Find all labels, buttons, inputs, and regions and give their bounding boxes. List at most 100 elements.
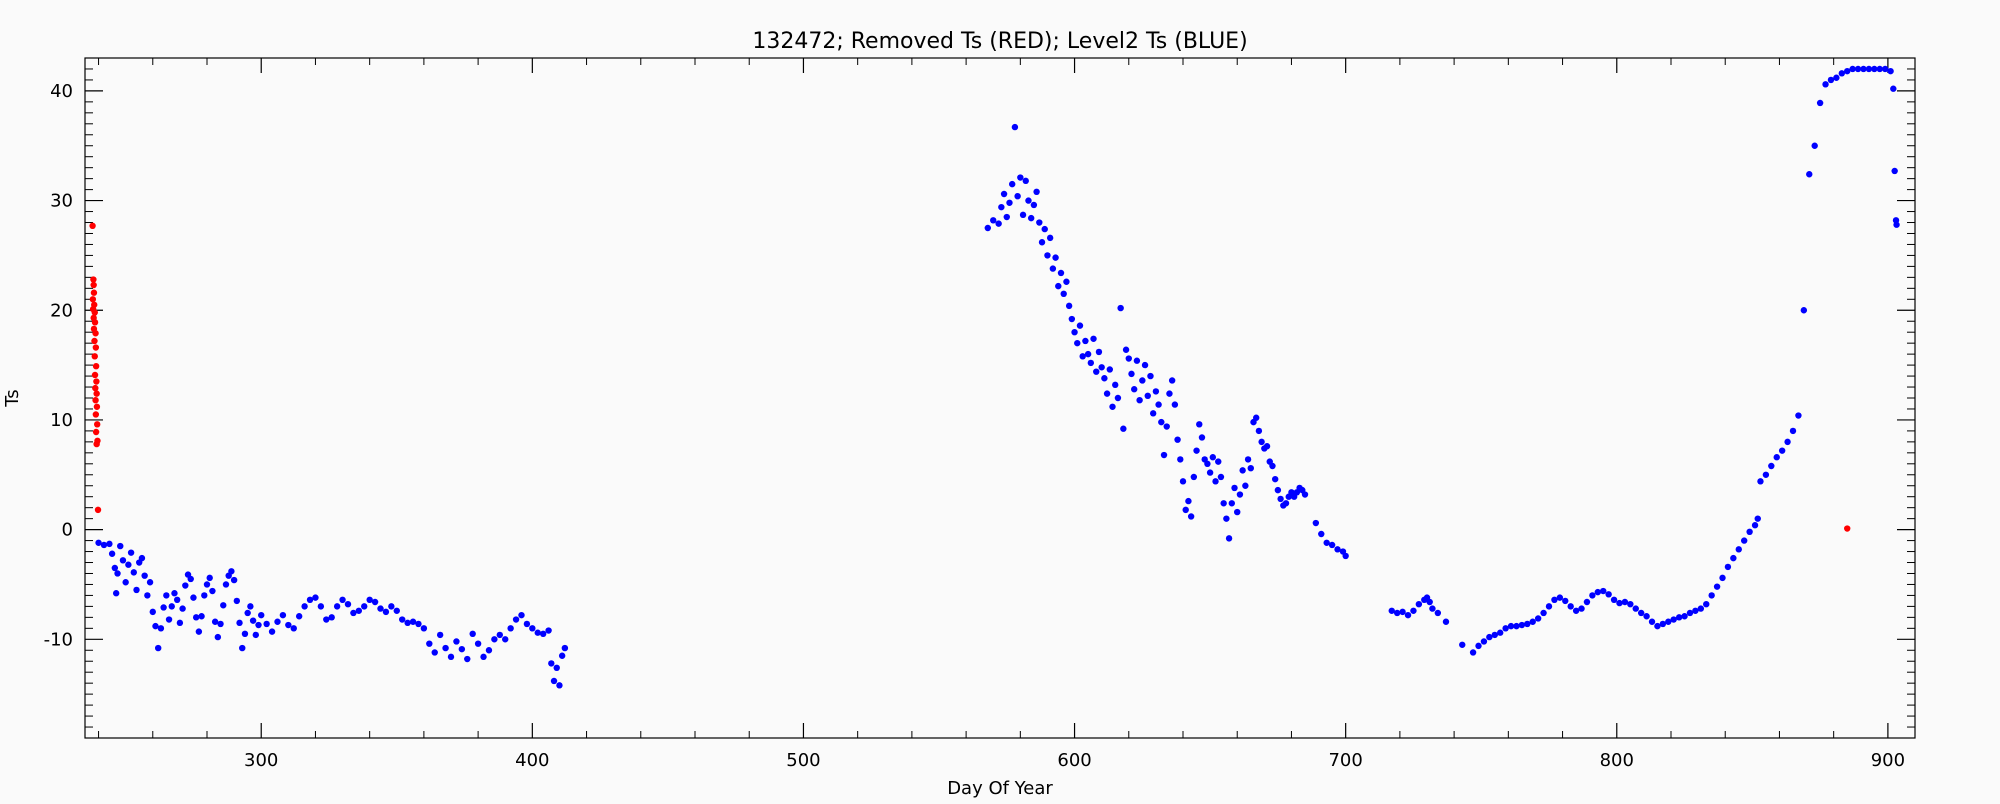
data-point <box>1033 188 1040 196</box>
data-point <box>1567 603 1574 610</box>
data-point <box>1247 464 1254 472</box>
data-point <box>333 603 341 610</box>
data-point <box>1713 583 1721 590</box>
data-point <box>220 602 227 609</box>
data-point <box>1065 302 1073 310</box>
data-point <box>1388 607 1395 614</box>
data-point <box>1003 213 1010 221</box>
data-point <box>1258 438 1265 446</box>
data-point <box>90 289 98 296</box>
data-point <box>1038 239 1046 246</box>
y-tick-label: -10 <box>44 629 73 650</box>
data-point <box>458 645 466 653</box>
data-point <box>1849 65 1856 73</box>
data-point <box>1754 515 1761 522</box>
data-point <box>1589 592 1596 599</box>
data-point <box>1887 67 1894 75</box>
data-point <box>1860 65 1867 73</box>
data-point <box>1209 454 1217 461</box>
data-point <box>1502 625 1509 632</box>
data-point <box>1125 355 1132 362</box>
data-point <box>1816 99 1824 107</box>
data-point <box>361 603 368 610</box>
data-point <box>91 371 99 379</box>
data-point <box>1665 618 1672 625</box>
data-point <box>1692 607 1699 614</box>
data-point <box>1009 180 1016 188</box>
x-tick-label: 500 <box>786 750 820 771</box>
data-point <box>1025 197 1032 204</box>
data-point <box>301 603 308 610</box>
data-point <box>252 631 259 639</box>
data-point <box>1784 438 1791 446</box>
data-point <box>1182 506 1189 514</box>
data-point <box>1426 598 1433 606</box>
data-point <box>1217 473 1225 481</box>
data-point <box>258 611 265 619</box>
data-point <box>1735 546 1742 553</box>
data-point <box>141 572 148 579</box>
data-point <box>1223 515 1230 522</box>
data-point <box>1328 541 1336 549</box>
data-point <box>1789 427 1797 435</box>
data-point <box>453 638 460 645</box>
data-point <box>1022 177 1029 185</box>
data-point <box>1480 638 1488 645</box>
data-point <box>1244 456 1252 463</box>
data-point <box>1393 609 1401 617</box>
data-point <box>1236 491 1244 498</box>
data-point <box>255 621 262 629</box>
data-point <box>1442 618 1450 625</box>
data-point <box>1844 67 1851 75</box>
data-point <box>1011 123 1019 131</box>
data-point <box>1198 434 1206 441</box>
data-point <box>1334 546 1341 553</box>
data-point <box>1242 482 1249 489</box>
data-point <box>328 614 335 621</box>
data-point <box>1643 613 1650 620</box>
data-point <box>1762 471 1770 478</box>
data-point <box>491 636 498 643</box>
data-point <box>426 640 433 647</box>
data-point <box>1253 414 1260 421</box>
data-point <box>984 224 991 232</box>
data-point <box>91 353 98 360</box>
data-point <box>1757 478 1764 485</box>
data-point <box>1654 622 1661 630</box>
data-point <box>92 344 100 351</box>
data-point <box>1822 81 1829 88</box>
data-point <box>91 319 99 326</box>
data-point <box>90 276 97 283</box>
data-point <box>268 628 276 635</box>
data-point <box>1160 451 1168 459</box>
data-point <box>518 611 525 619</box>
data-point <box>1084 350 1092 358</box>
data-point <box>1893 221 1900 228</box>
data-point <box>1469 649 1477 656</box>
data-point <box>1741 537 1748 544</box>
data-point <box>1404 611 1412 619</box>
data-point <box>91 337 98 345</box>
x-tick-label: 900 <box>1871 750 1905 771</box>
data-point <box>1103 390 1111 397</box>
data-point <box>1318 530 1325 538</box>
data-point <box>89 222 96 230</box>
data-point <box>92 428 100 436</box>
data-point <box>990 217 997 224</box>
data-point <box>119 557 127 564</box>
data-point <box>1800 307 1808 314</box>
data-point <box>1342 552 1349 560</box>
data-point <box>1144 392 1151 400</box>
data-point <box>1833 74 1840 81</box>
data-point <box>998 203 1005 211</box>
data-point <box>1686 609 1694 617</box>
data-point <box>1120 425 1127 432</box>
data-point <box>1014 192 1021 200</box>
data-point <box>1082 337 1089 345</box>
data-point <box>263 620 270 628</box>
data-point <box>1041 225 1048 233</box>
data-point <box>339 596 346 604</box>
data-point <box>1141 361 1149 369</box>
data-point <box>285 621 292 629</box>
